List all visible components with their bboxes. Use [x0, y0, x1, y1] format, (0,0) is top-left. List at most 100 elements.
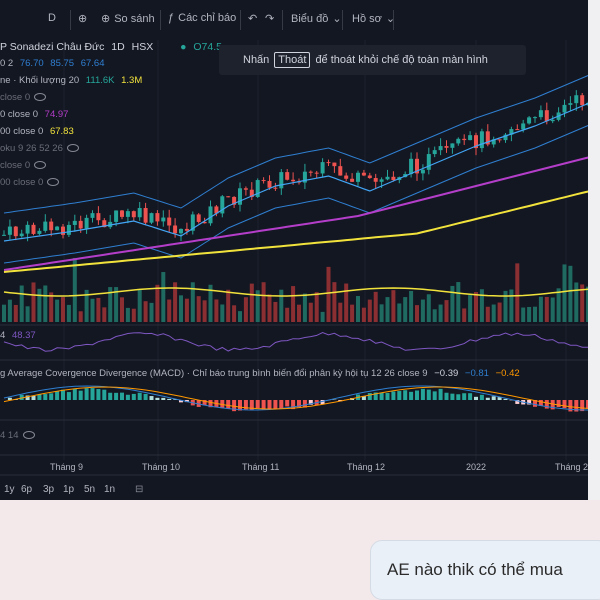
volume-bar: [273, 301, 278, 322]
volume-bar: [562, 264, 567, 322]
candle-body: [90, 213, 95, 218]
macd-bar: [120, 392, 124, 400]
hidden1-legend[interactable]: close 0: [0, 160, 50, 171]
chart-panel[interactable]: D ⊕ ⊕ So sánh ƒ Các chỉ báo ↶ ↷ Biểu đồ ⌄ H…: [0, 0, 600, 500]
volume-bar: [332, 282, 337, 322]
eye-icon[interactable]: [22, 431, 35, 440]
month-label: Tháng 9: [50, 462, 84, 472]
ma3-legend[interactable]: 00 close 0 67.83: [0, 126, 78, 137]
calendar-range-icon[interactable]: ⊟: [135, 484, 144, 495]
bb-value-basis: 76.70: [19, 58, 44, 69]
range-3p[interactable]: 3p: [43, 484, 55, 495]
chart-canvas[interactable]: [0, 0, 600, 500]
volume-bar: [503, 290, 508, 322]
rsi-legend[interactable]: 4 48.37: [0, 330, 40, 341]
toolbar-divider: [282, 10, 283, 30]
macd-label: g Average Covergence Divergence (MACD) ·…: [0, 368, 428, 379]
macd-bar: [143, 393, 148, 400]
volume-ma-value: 1.3M: [121, 75, 143, 86]
candle-body: [497, 139, 502, 141]
eye-icon[interactable]: [66, 144, 79, 153]
range-1n[interactable]: 1n: [104, 484, 116, 495]
undo-button[interactable]: ↶: [248, 12, 257, 25]
macd-bar: [196, 400, 201, 407]
indicators-button[interactable]: ƒ Các chỉ báo: [168, 12, 236, 24]
eye-icon[interactable]: [47, 178, 60, 187]
macd-bar: [568, 400, 573, 412]
candle-body: [143, 208, 148, 223]
hidden2-legend[interactable]: 00 close 0: [0, 177, 63, 188]
candle-body: [521, 123, 526, 130]
volume-bar: [108, 287, 113, 322]
macd-value-macd: −0.81: [464, 368, 489, 379]
macd-bar: [232, 400, 237, 412]
symbol-legend[interactable]: P Sonadezi Châu Đức 1D HSX ● O74.5: [0, 41, 226, 53]
volume-bar: [297, 304, 301, 322]
ma2-value: 74.97: [44, 109, 69, 120]
macd-bar: [66, 392, 71, 400]
macd-bar: [538, 400, 543, 406]
add-symbol-button[interactable]: ⊕: [78, 12, 87, 25]
volume-bar: [397, 303, 402, 322]
candle-body: [249, 189, 254, 197]
bb-value-lower: 67.64: [80, 58, 105, 69]
range-5n[interactable]: 5n: [84, 484, 96, 495]
range-6p[interactable]: 6p: [21, 484, 33, 495]
redo-button[interactable]: ↷: [265, 12, 274, 25]
candle-body: [550, 119, 555, 122]
candle-body: [373, 178, 378, 182]
hidden2-label: 00 close 0: [0, 177, 44, 188]
volume-bar: [450, 285, 455, 322]
candle-body: [568, 103, 573, 105]
volume-bar: [497, 302, 502, 322]
candle-body: [214, 206, 219, 214]
extra-label: 4 14: [0, 430, 19, 441]
macd-bar: [37, 394, 42, 400]
eye-icon[interactable]: [34, 93, 47, 102]
month-label: Tháng 12: [347, 462, 386, 472]
macd-bar: [503, 398, 508, 400]
macd-bar: [456, 394, 461, 400]
macd-bar: [25, 395, 30, 400]
candle-body: [356, 172, 360, 182]
macd-bar: [468, 393, 473, 400]
layout-button[interactable]: Hồ sơ ⌄: [352, 12, 395, 26]
macd-bar: [72, 388, 77, 400]
macd-bar: [96, 389, 101, 400]
candle-body: [66, 224, 71, 235]
ma2-legend[interactable]: 0 close 0 74.97: [0, 109, 72, 120]
interval-button[interactable]: D: [48, 12, 56, 24]
ma1-legend[interactable]: close 0: [0, 92, 50, 103]
macd-bar: [137, 392, 142, 400]
macd-bar: [550, 400, 555, 410]
range-1y[interactable]: 1y: [4, 484, 15, 495]
chat-bubble: AE nào thik có thể mua: [370, 540, 600, 600]
range-1p[interactable]: 1p: [63, 484, 75, 495]
volume-legend[interactable]: ne · Khối lượng 20 111.6K 1.3M: [0, 75, 146, 86]
candle-body: [220, 196, 225, 214]
candle-body: [7, 226, 12, 235]
month-label: Tháng 11: [242, 462, 280, 472]
volume-bar: [243, 297, 248, 322]
bb-legend[interactable]: 0 2 76.70 85.75 67.64: [0, 58, 108, 69]
macd-bar: [302, 400, 307, 408]
eye-icon[interactable]: [34, 161, 47, 170]
macd-bar: [90, 388, 95, 400]
macd-bar: [544, 400, 549, 409]
macd-bar: [308, 400, 313, 405]
chart-type-button[interactable]: Biểu đồ ⌄: [291, 12, 342, 26]
status-dot-icon: ●: [180, 41, 187, 53]
macd-legend[interactable]: g Average Covergence Divergence (MACD) ·…: [0, 368, 590, 379]
macd-bar: [173, 399, 178, 400]
macd-bar: [291, 400, 296, 410]
extra-legend[interactable]: 4 14: [0, 430, 39, 441]
macd-bar: [267, 400, 272, 409]
volume-bar: [196, 296, 201, 322]
macd-bar: [420, 388, 425, 400]
compare-button[interactable]: ⊕ So sánh: [101, 12, 155, 26]
ichimoku-legend[interactable]: oku 9 26 52 26: [0, 143, 83, 154]
signal-line: [3, 386, 589, 410]
volume-bar: [485, 306, 490, 322]
volume-bar: [202, 300, 207, 322]
macd-bar: [184, 400, 189, 403]
